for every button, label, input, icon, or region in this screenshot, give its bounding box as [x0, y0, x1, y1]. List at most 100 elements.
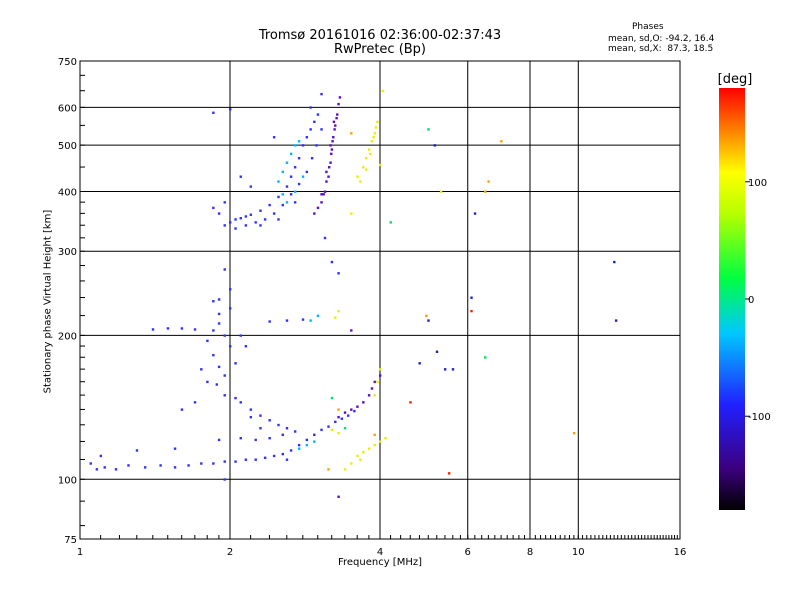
- data-point: [322, 193, 325, 196]
- data-point: [376, 380, 379, 384]
- data-point: [329, 161, 332, 164]
- data-point: [305, 136, 309, 139]
- data-point: [379, 163, 382, 167]
- data-point: [350, 329, 353, 332]
- data-point: [350, 132, 353, 135]
- data-point: [309, 128, 312, 131]
- data-point: [268, 320, 271, 323]
- data-point: [229, 108, 232, 111]
- x-tick-label: 6: [465, 547, 471, 558]
- data-point: [340, 417, 344, 420]
- data-point: [323, 236, 327, 240]
- data-point: [180, 408, 184, 411]
- data-point: [166, 327, 170, 330]
- data-point: [281, 170, 284, 174]
- data-point: [244, 458, 248, 461]
- data-point: [268, 419, 271, 422]
- data-point: [272, 454, 276, 458]
- data-point: [297, 157, 301, 160]
- data-point: [244, 345, 248, 348]
- data-point: [301, 144, 305, 147]
- x-tick-label: 2: [227, 547, 233, 558]
- data-point: [212, 329, 215, 332]
- data-point: [249, 415, 253, 419]
- colorbar-label: [deg]: [718, 72, 753, 87]
- data-point: [281, 433, 284, 437]
- data-point: [239, 436, 242, 440]
- data-point: [365, 157, 368, 160]
- data-point: [369, 152, 372, 156]
- x-tick-label: 8: [527, 547, 533, 558]
- colorbar-tick-label: 100: [748, 178, 767, 189]
- data-point: [277, 423, 280, 427]
- data-point: [223, 268, 226, 271]
- data-point: [234, 362, 237, 365]
- data-point: [332, 120, 336, 124]
- data-point: [223, 478, 226, 481]
- data-point: [200, 462, 203, 465]
- data-point: [336, 113, 339, 116]
- data-point: [374, 126, 378, 129]
- data-point: [418, 362, 421, 365]
- data-point: [223, 224, 226, 227]
- data-point: [99, 454, 103, 458]
- data-point: [353, 409, 356, 413]
- data-point: [373, 380, 376, 384]
- data-point: [362, 451, 365, 454]
- colorbar: [719, 88, 745, 510]
- data-point: [212, 206, 215, 210]
- data-point: [310, 157, 314, 160]
- data-point: [379, 374, 382, 377]
- data-point: [143, 466, 147, 469]
- data-point: [289, 152, 293, 156]
- data-point: [297, 443, 301, 447]
- data-point: [217, 298, 221, 301]
- data-point: [254, 221, 257, 224]
- data-point: [330, 396, 334, 400]
- data-point: [305, 443, 309, 447]
- data-point: [135, 449, 139, 452]
- data-point: [330, 148, 334, 151]
- x-axis-label: Frequency [MHz]: [337, 557, 423, 568]
- data-point: [103, 466, 106, 469]
- data-point: [435, 350, 439, 353]
- data-point: [206, 380, 209, 384]
- y-tick-label: 75: [64, 535, 77, 546]
- data-point: [285, 201, 289, 204]
- y-tick-label: 200: [58, 331, 77, 342]
- data-point: [362, 401, 365, 404]
- data-point: [249, 213, 253, 216]
- data-point: [305, 170, 309, 174]
- data-point: [127, 464, 130, 467]
- data-point: [359, 458, 362, 461]
- data-point: [334, 316, 337, 319]
- data-point: [338, 96, 342, 99]
- data-point: [89, 462, 92, 465]
- data-point: [473, 212, 477, 215]
- data-point: [313, 120, 316, 124]
- data-point: [234, 227, 237, 230]
- data-point: [362, 166, 365, 169]
- data-point: [325, 170, 328, 174]
- data-point: [331, 140, 334, 143]
- data-point: [379, 440, 382, 443]
- data-point: [343, 468, 347, 471]
- data-point: [330, 260, 334, 264]
- data-point: [293, 166, 297, 169]
- data-point: [259, 414, 262, 417]
- data-point: [372, 136, 375, 139]
- data-point: [281, 193, 284, 196]
- data-point: [433, 144, 437, 147]
- data-point: [323, 190, 327, 193]
- data-point: [484, 356, 487, 359]
- data-point: [359, 180, 362, 183]
- colorbar-tick-label: -100: [748, 412, 771, 423]
- data-point: [327, 166, 331, 169]
- data-point: [301, 318, 305, 321]
- data-point: [425, 314, 428, 318]
- data-point: [332, 136, 335, 139]
- data-point: [379, 368, 382, 371]
- data-point: [212, 462, 215, 465]
- data-point: [272, 212, 276, 215]
- data-point: [367, 148, 371, 151]
